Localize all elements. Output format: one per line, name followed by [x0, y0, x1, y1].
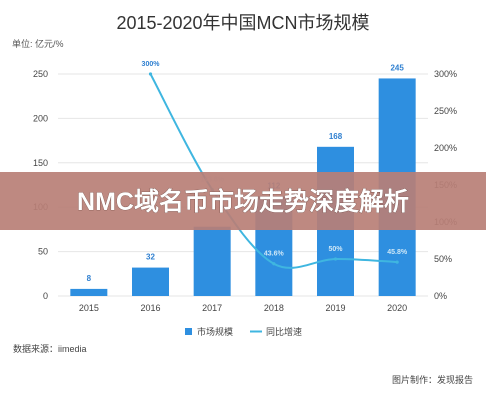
y-left-tick-label: 0 — [43, 291, 48, 301]
overlay-text: NMC域名币市场走势深度解析 — [77, 187, 409, 216]
bar — [132, 267, 169, 296]
bar-data-label: 168 — [329, 132, 343, 141]
y-left-tick-label: 200 — [33, 113, 48, 123]
y-right-tick-label: 200% — [434, 143, 457, 153]
y-left-tick-label: 250 — [33, 69, 48, 79]
y-right-tick-label: 250% — [434, 106, 457, 116]
x-tick-label: 2018 — [264, 303, 284, 313]
y-right-tick-label: 300% — [434, 69, 457, 79]
growth-line — [149, 73, 398, 269]
x-tick-label: 2017 — [202, 303, 222, 313]
x-tick-label: 2020 — [387, 303, 407, 313]
unit-label: 单位: 亿元/% — [12, 38, 64, 49]
y-right-tick-label: 0% — [434, 291, 447, 301]
x-tick-label: 2015 — [79, 303, 99, 313]
x-tick-label: 2019 — [325, 303, 345, 313]
chart-title: 2015-2020年中国MCN市场规模 — [116, 13, 369, 33]
bar-data-label: 8 — [87, 274, 92, 283]
y-right-tick-label: 50% — [434, 254, 452, 264]
bar-data-label: 32 — [146, 253, 155, 262]
line-data-label: 43.6% — [264, 251, 285, 258]
line-data-label: 45.8% — [387, 249, 408, 256]
line-point — [333, 257, 338, 261]
legend-label-line: 同比增速 — [266, 326, 302, 337]
line-point — [395, 260, 399, 264]
overlay-banner: NMC域名币市场走势深度解析 — [0, 172, 486, 230]
line-point — [148, 72, 153, 76]
legend-label-bar: 市场规模 — [197, 326, 233, 337]
y-left-tick-label: 50 — [38, 247, 48, 257]
x-tick-label: 2016 — [140, 303, 160, 313]
legend: 市场规模 同比增速 — [185, 326, 302, 337]
bar-data-label: 245 — [390, 63, 404, 72]
bar — [70, 288, 108, 296]
data-source: 数据来源：iimedia — [13, 343, 87, 354]
image-credit: 图片制作：发现报告 — [392, 374, 473, 385]
x-axis: 2015 2016 2017 2018 2019 2020 — [79, 303, 407, 313]
y-left-tick-label: 150 — [33, 158, 48, 168]
line-data-label: 50% — [328, 246, 343, 253]
line-point — [272, 262, 276, 266]
legend-swatch-bar — [185, 328, 192, 335]
bar — [193, 226, 231, 296]
overlay-band — [0, 172, 486, 230]
line-data-label: 300% — [142, 61, 161, 68]
